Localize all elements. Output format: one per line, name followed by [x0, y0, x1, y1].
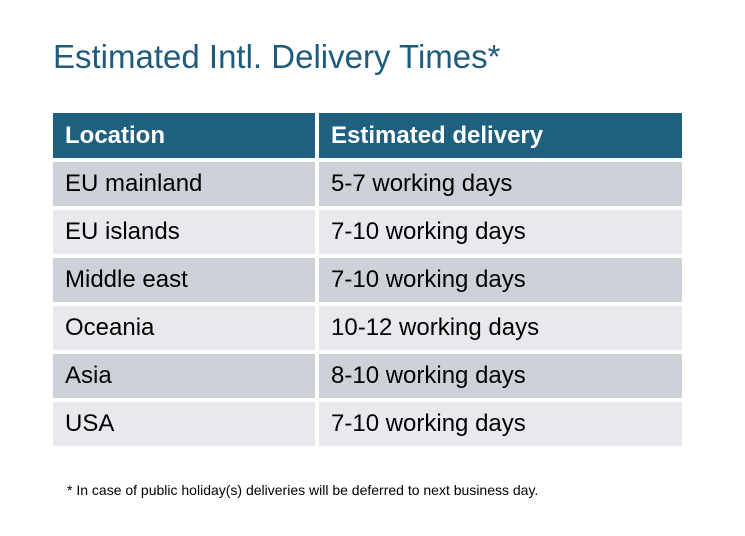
location-cell: EU islands	[53, 210, 315, 254]
delivery-cell: 7-10 working days	[319, 210, 682, 254]
table-row: Oceania 10-12 working days	[53, 306, 682, 350]
table-row: Middle east 7-10 working days	[53, 258, 682, 302]
location-cell: Middle east	[53, 258, 315, 302]
table-row: EU islands 7-10 working days	[53, 210, 682, 254]
table-row: Asia 8-10 working days	[53, 354, 682, 398]
delivery-times-table: Location Estimated delivery EU mainland 5…	[49, 109, 686, 450]
location-cell: Asia	[53, 354, 315, 398]
table-row: EU mainland 5-7 working days	[53, 162, 682, 206]
location-cell: Oceania	[53, 306, 315, 350]
delivery-cell: 8-10 working days	[319, 354, 682, 398]
delivery-cell: 10-12 working days	[319, 306, 682, 350]
page-title: Estimated Intl. Delivery Times*	[53, 38, 501, 75]
delivery-cell: 7-10 working days	[319, 402, 682, 446]
footnote: * In case of public holiday(s) deliverie…	[67, 482, 539, 498]
location-cell: USA	[53, 402, 315, 446]
delivery-cell: 5-7 working days	[319, 162, 682, 206]
column-header-location: Location	[53, 113, 315, 158]
column-header-estimated-delivery: Estimated delivery	[319, 113, 682, 158]
delivery-cell: 7-10 working days	[319, 258, 682, 302]
table-header-row: Location Estimated delivery	[53, 113, 682, 158]
location-cell: EU mainland	[53, 162, 315, 206]
table-row: USA 7-10 working days	[53, 402, 682, 446]
